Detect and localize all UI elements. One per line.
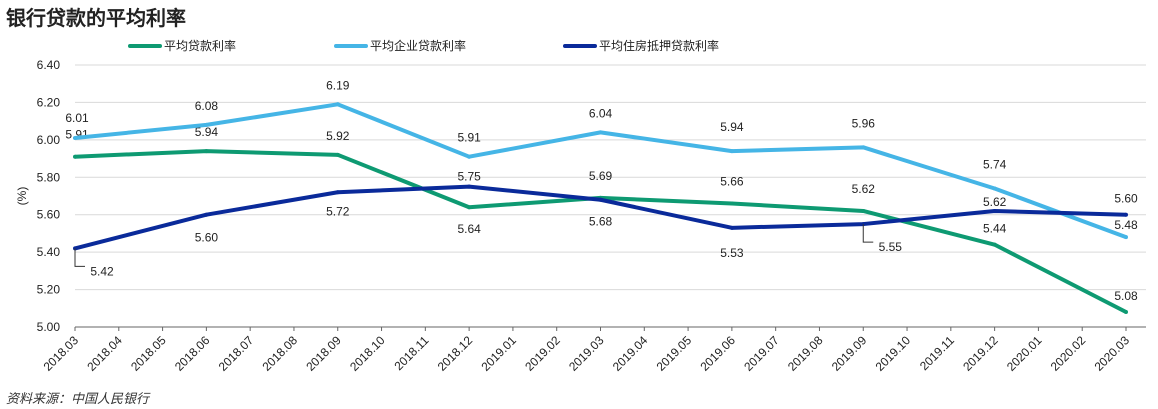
x-tick-label: 2018.09 xyxy=(303,333,344,374)
y-tick-label: 6.40 xyxy=(37,58,61,72)
data-point xyxy=(992,242,997,247)
data-point xyxy=(467,154,472,159)
x-tick-label: 2018.04 xyxy=(84,333,125,374)
legend-label: 平均贷款利率 xyxy=(164,38,236,53)
x-tick-label: 2019.06 xyxy=(697,333,738,374)
data-label: 5.96 xyxy=(852,116,876,130)
x-tick-label: 2020.01 xyxy=(1004,333,1045,374)
y-tick-label: 6.20 xyxy=(37,95,61,109)
data-label: 5.91 xyxy=(457,131,481,145)
legend-label: 平均住房抵押贷款利率 xyxy=(599,38,719,53)
data-point xyxy=(729,149,734,154)
x-tick-label: 2019.12 xyxy=(960,333,1001,374)
data-point xyxy=(204,122,209,127)
data-point xyxy=(204,212,209,217)
y-axis-label: (%) xyxy=(15,187,29,206)
data-label: 5.74 xyxy=(983,158,1007,172)
x-tick-label: 2018.10 xyxy=(347,333,388,374)
x-tick-label: 2019.01 xyxy=(478,333,519,374)
data-label: 5.72 xyxy=(326,204,350,218)
data-point xyxy=(861,208,866,213)
x-tick-label: 2019.02 xyxy=(522,333,563,374)
y-tick-label: 5.60 xyxy=(37,208,61,222)
data-label: 5.94 xyxy=(720,120,744,134)
x-tick-label: 2019.03 xyxy=(566,333,607,374)
data-point xyxy=(1124,212,1128,217)
data-point xyxy=(335,102,340,107)
x-tick-label: 2019.07 xyxy=(741,333,782,374)
data-point xyxy=(598,130,603,135)
data-label: 5.60 xyxy=(195,231,219,245)
data-label: 5.44 xyxy=(983,222,1007,236)
x-tick-label: 2019.10 xyxy=(873,333,914,374)
data-point xyxy=(729,201,734,206)
x-tick-label: 2019.11 xyxy=(917,333,957,373)
data-label: 5.60 xyxy=(1114,192,1138,206)
leader-line xyxy=(74,248,85,267)
data-label: 5.48 xyxy=(1114,218,1138,232)
data-point xyxy=(467,205,472,210)
y-tick-label: 6.00 xyxy=(37,133,61,147)
data-point xyxy=(73,154,77,159)
x-tick-label: 2019.05 xyxy=(654,333,695,374)
legend-label: 平均企业贷款利率 xyxy=(370,38,466,53)
data-point xyxy=(992,208,997,213)
x-tick-label: 2020.02 xyxy=(1048,333,1089,374)
y-tick-label: 5.80 xyxy=(37,170,61,184)
data-label: 5.94 xyxy=(195,125,219,139)
data-label: 5.62 xyxy=(852,182,876,196)
x-tick-label: 2018.11 xyxy=(392,333,432,373)
data-point xyxy=(861,145,866,150)
data-label: 5.53 xyxy=(720,246,744,260)
x-tick-label: 2018.05 xyxy=(128,333,169,374)
data-label: 5.64 xyxy=(457,222,481,236)
data-point xyxy=(204,149,209,154)
data-label: 5.08 xyxy=(1114,289,1138,303)
data-label: 6.08 xyxy=(195,99,219,113)
data-point xyxy=(335,190,340,195)
y-tick-label: 5.20 xyxy=(37,283,61,297)
data-point xyxy=(598,197,603,202)
x-tick-label: 2018.12 xyxy=(435,333,476,374)
data-label: 5.62 xyxy=(983,195,1007,209)
data-label: 6.01 xyxy=(65,111,89,125)
data-label: 5.66 xyxy=(720,174,744,188)
data-label: 5.69 xyxy=(589,169,613,183)
source-note: 资料来源：中国人民银行 xyxy=(6,392,150,407)
data-point xyxy=(1124,235,1128,240)
data-label: 6.04 xyxy=(589,106,613,120)
data-point xyxy=(335,152,340,157)
x-tick-label: 2018.06 xyxy=(172,333,213,374)
x-tick-label: 2018.03 xyxy=(41,333,82,374)
data-label: 5.68 xyxy=(589,215,613,229)
chart-title: 银行贷款的平均利率 xyxy=(6,8,186,30)
y-tick-label: 5.40 xyxy=(37,245,61,259)
data-label: 5.55 xyxy=(879,240,903,254)
x-tick-label: 2018.08 xyxy=(259,333,300,374)
data-point xyxy=(729,225,734,230)
data-label: 5.92 xyxy=(326,129,350,143)
data-point xyxy=(73,135,77,140)
data-point xyxy=(1124,310,1128,315)
x-tick-label: 2019.04 xyxy=(610,333,651,374)
data-point xyxy=(467,184,472,189)
data-label: 5.75 xyxy=(457,170,481,184)
data-point xyxy=(992,186,997,191)
leader-line xyxy=(862,224,874,243)
x-tick-label: 2020.03 xyxy=(1092,333,1133,374)
data-label: 6.19 xyxy=(326,78,350,92)
data-label: 5.42 xyxy=(90,264,114,278)
x-tick-label: 2019.09 xyxy=(829,333,870,374)
x-tick-label: 2018.07 xyxy=(216,333,257,374)
x-tick-label: 2019.08 xyxy=(785,333,826,374)
y-tick-label: 5.00 xyxy=(37,320,61,334)
